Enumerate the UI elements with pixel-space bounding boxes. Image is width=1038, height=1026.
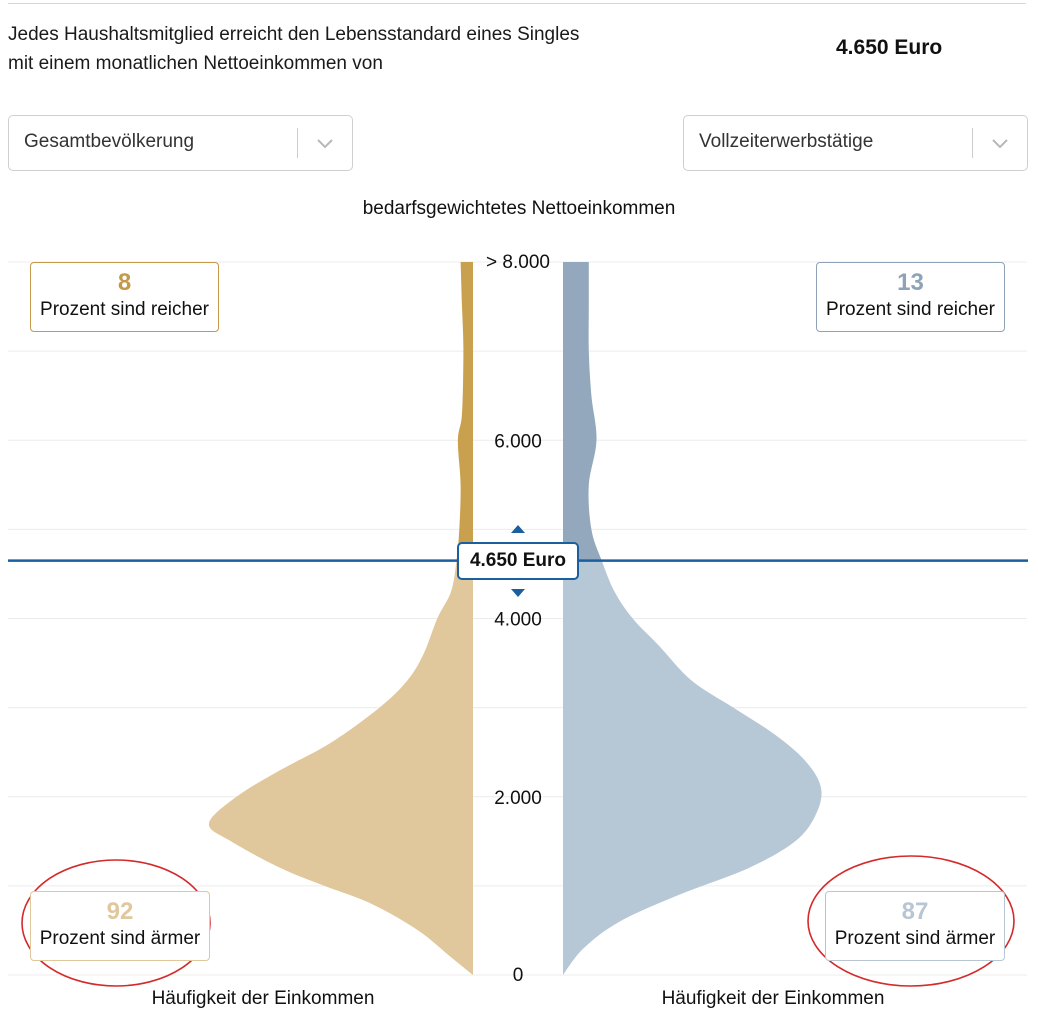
- right-richer-value: 13: [897, 269, 924, 296]
- distribution-areas: [208, 262, 822, 975]
- left-poorer-value: 92: [106, 898, 134, 925]
- chart-title: bedarfsgewichtetes Nettoeinkommen: [362, 198, 676, 219]
- chevron-down-icon[interactable]: [314, 132, 336, 154]
- left-richer-box: 8 Prozent sind reicher: [30, 262, 219, 332]
- y-tick-label: 4.000: [494, 610, 542, 631]
- left-poorer-box: 92 Prozent sind ärmer: [30, 891, 210, 961]
- annotation-circle-left: [21, 859, 211, 987]
- left-richer-value: 8: [117, 269, 132, 296]
- left-distribution-above: [456, 262, 473, 561]
- intro-line-2: mit einem monatlichen Nettoeinkommen von: [8, 53, 383, 74]
- right-poorer-text: Prozent sind ärmer: [834, 928, 996, 949]
- right-distribution-above: [563, 262, 602, 561]
- y-tick-label: 2.000: [494, 788, 542, 809]
- right-poorer-box: 87 Prozent sind ärmer: [825, 891, 1005, 961]
- threshold-marker-label[interactable]: 4.650 Euro: [457, 541, 579, 580]
- dropdown-separator: [297, 128, 298, 158]
- annotation-circle-right: [807, 855, 1015, 987]
- annotation-layer: [21, 855, 1015, 987]
- left-poorer-text: Prozent sind ärmer: [39, 928, 201, 949]
- triangle-down-icon: [511, 589, 525, 597]
- population-select-right[interactable]: Vollzeiterwerbstätige: [683, 115, 1028, 171]
- left-richer-text: Prozent sind reicher: [40, 299, 209, 320]
- x-axis-label-left: Häufigkeit der Einkommen: [151, 988, 375, 1009]
- population-select-left[interactable]: Gesamtbevölkerung: [8, 115, 353, 171]
- population-select-right-value: Vollzeiterwerbstätige: [699, 131, 874, 152]
- right-richer-box: 13 Prozent sind reicher: [816, 262, 1005, 332]
- y-axis-ticks: 0 2.000 4.000 6.000 > 8.000: [486, 252, 550, 986]
- y-tick-label: > 8.000: [486, 252, 550, 273]
- population-select-left-value: Gesamtbevölkerung: [24, 131, 195, 152]
- y-tick-label: 6.000: [494, 431, 542, 452]
- top-divider: [8, 3, 1026, 4]
- chevron-down-icon[interactable]: [989, 132, 1011, 154]
- right-distribution-below: [563, 560, 822, 975]
- y-tick-label: 0: [513, 965, 524, 986]
- right-poorer-value: 87: [901, 898, 929, 925]
- intro-line-1: Jedes Haushaltsmitglied erreicht den Leb…: [8, 24, 580, 45]
- intro-text: Jedes Haushaltsmitglied erreicht den Leb…: [8, 20, 628, 78]
- triangle-up-icon: [511, 525, 525, 533]
- amount-value: 4.650 Euro: [836, 36, 943, 59]
- right-richer-text: Prozent sind reicher: [826, 299, 995, 320]
- dropdown-separator: [972, 128, 973, 158]
- x-axis-label-right: Häufigkeit der Einkommen: [661, 988, 885, 1009]
- left-distribution-below: [208, 560, 473, 975]
